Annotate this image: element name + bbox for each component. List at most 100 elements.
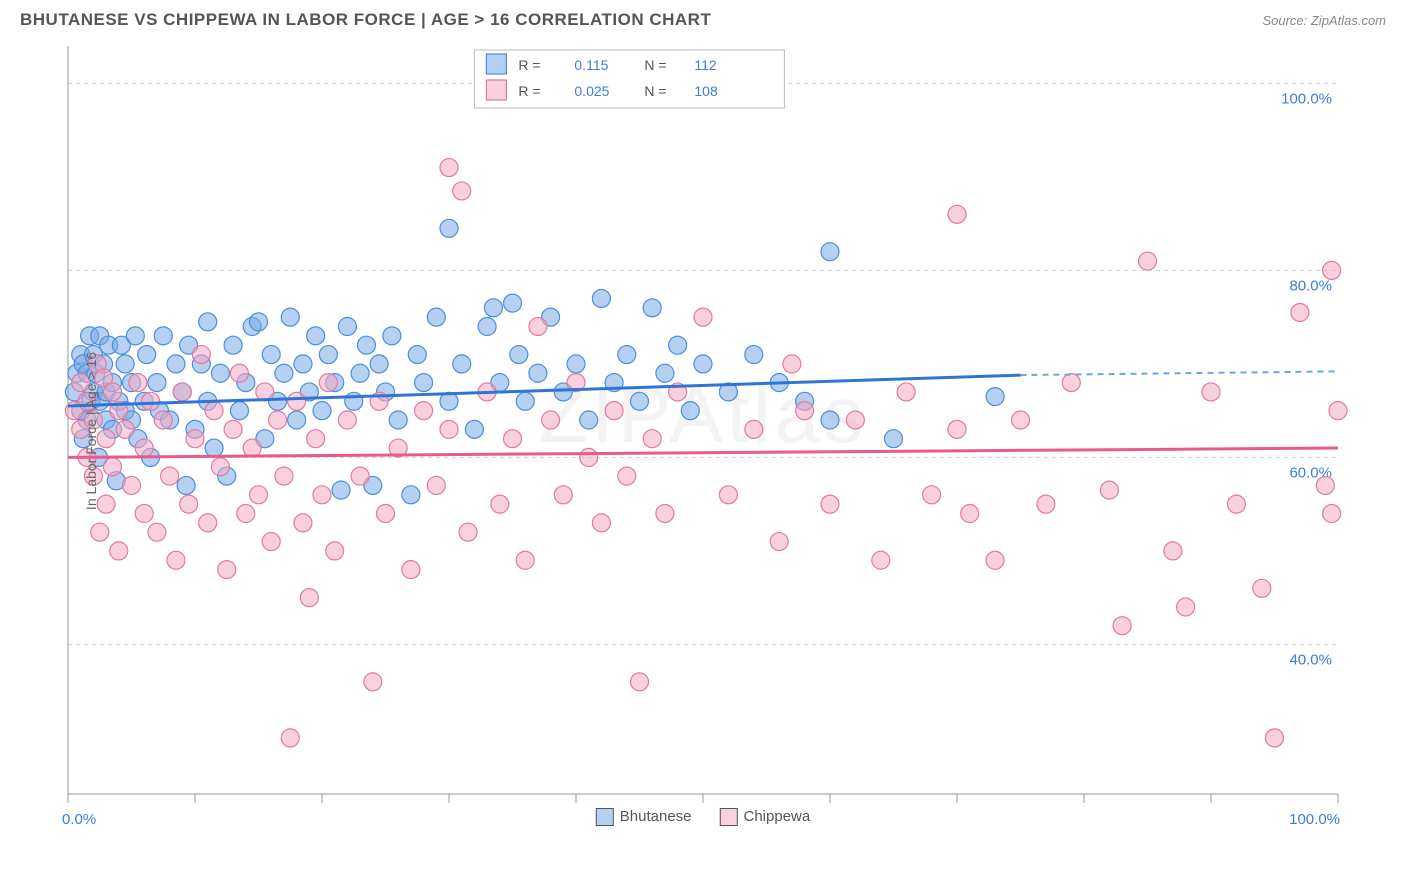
data-point <box>415 402 433 420</box>
data-point <box>138 346 156 364</box>
data-point <box>986 551 1004 569</box>
data-point <box>288 392 306 410</box>
data-point <box>567 355 585 373</box>
data-point <box>415 374 433 392</box>
data-point <box>402 486 420 504</box>
data-point <box>1139 252 1157 270</box>
legend-n-value: 108 <box>694 83 718 99</box>
data-point <box>389 411 407 429</box>
data-point <box>1323 505 1341 523</box>
data-point <box>307 327 325 345</box>
data-point <box>167 355 185 373</box>
data-point <box>961 505 979 523</box>
data-point <box>211 364 229 382</box>
data-point <box>897 383 915 401</box>
data-point <box>1253 579 1271 597</box>
data-point <box>173 383 191 401</box>
data-point <box>554 486 572 504</box>
data-point <box>307 430 325 448</box>
data-point <box>631 392 649 410</box>
data-point <box>427 476 445 494</box>
data-point <box>631 673 649 691</box>
data-point <box>459 523 477 541</box>
data-point <box>478 318 496 336</box>
data-point <box>440 219 458 237</box>
data-point <box>338 318 356 336</box>
data-point <box>161 467 179 485</box>
legend-swatch <box>486 80 506 100</box>
data-point <box>465 420 483 438</box>
data-point <box>142 392 160 410</box>
data-point <box>643 299 661 317</box>
data-point <box>1037 495 1055 513</box>
data-point <box>1227 495 1245 513</box>
data-point <box>1316 476 1334 494</box>
data-point <box>618 346 636 364</box>
data-point <box>694 355 712 373</box>
data-point <box>345 392 363 410</box>
data-point <box>719 486 737 504</box>
data-point <box>97 495 115 513</box>
y-axis-label: In Labor Force | Age > 16 <box>83 352 99 510</box>
data-point <box>243 439 261 457</box>
data-point <box>177 476 195 494</box>
data-point <box>357 336 375 354</box>
data-point <box>885 430 903 448</box>
legend-swatch <box>596 808 614 826</box>
data-point <box>1062 374 1080 392</box>
legend-n-value: 112 <box>694 57 717 73</box>
data-point <box>300 589 318 607</box>
data-point <box>192 346 210 364</box>
data-point <box>91 523 109 541</box>
data-point <box>440 159 458 177</box>
data-point <box>338 411 356 429</box>
data-point <box>1012 411 1030 429</box>
data-point <box>656 505 674 523</box>
data-point <box>154 411 172 429</box>
data-point <box>580 411 598 429</box>
data-point <box>872 551 890 569</box>
chart-title: BHUTANESE VS CHIPPEWA IN LABOR FORCE | A… <box>20 10 711 30</box>
data-point <box>103 383 121 401</box>
data-point <box>281 308 299 326</box>
data-point <box>656 364 674 382</box>
data-point <box>313 486 331 504</box>
legend-r-label: R = <box>518 57 540 73</box>
data-point <box>669 336 687 354</box>
legend-r-value: 0.025 <box>574 83 609 99</box>
data-point <box>224 420 242 438</box>
data-point <box>923 486 941 504</box>
data-point <box>294 514 312 532</box>
legend-r-label: R = <box>518 83 540 99</box>
data-point <box>542 411 560 429</box>
data-point <box>796 402 814 420</box>
data-point <box>1113 617 1131 635</box>
data-point <box>948 420 966 438</box>
data-point <box>205 402 223 420</box>
data-point <box>1177 598 1195 616</box>
data-point <box>319 346 337 364</box>
data-point <box>370 355 388 373</box>
data-point <box>199 313 217 331</box>
data-point <box>770 533 788 551</box>
data-point <box>294 355 312 373</box>
legend-n-label: N = <box>644 83 666 99</box>
legend-swatch <box>486 54 506 74</box>
data-point <box>275 364 293 382</box>
data-point <box>224 336 242 354</box>
data-point <box>453 355 471 373</box>
data-point <box>123 476 141 494</box>
data-point <box>408 346 426 364</box>
source-label: Source: ZipAtlas.com <box>1262 13 1386 28</box>
data-point <box>180 495 198 513</box>
data-point <box>745 420 763 438</box>
legend-label: Bhutanese <box>620 808 692 825</box>
data-point <box>377 505 395 523</box>
data-point <box>250 313 268 331</box>
data-point <box>135 505 153 523</box>
data-point <box>110 542 128 560</box>
bottom-legend: BhutaneseChippewa <box>596 808 810 826</box>
data-point <box>484 299 502 317</box>
data-point <box>250 486 268 504</box>
data-point <box>821 495 839 513</box>
